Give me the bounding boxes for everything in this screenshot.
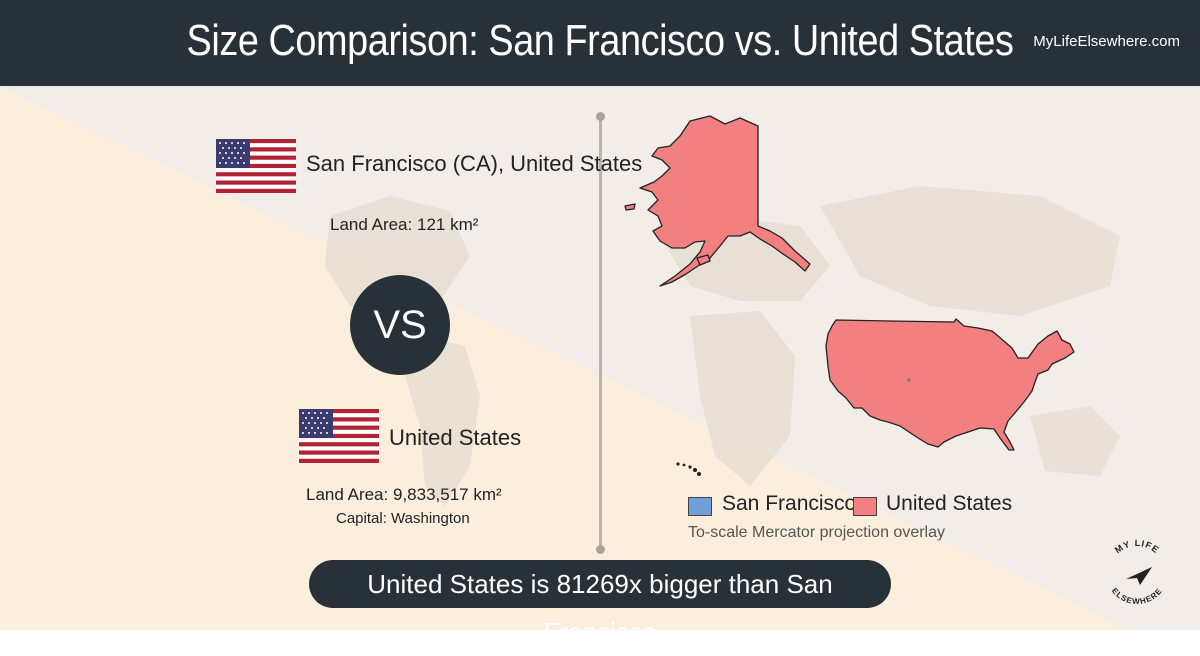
contiguous-us-shape	[825, 318, 1075, 451]
comparison-banner: United States is 81269x bigger than San …	[309, 560, 891, 647]
place1-land-area: Land Area: 121 km²	[330, 215, 478, 235]
place1-land-area-label: Land Area:	[330, 215, 413, 234]
legend-note: To-scale Mercator projection overlay	[688, 524, 945, 541]
place1-land-area-value: 121 km²	[416, 215, 479, 234]
divider-line	[599, 116, 602, 550]
place2-capital: Capital: Washington	[336, 510, 470, 527]
alaska-shape	[639, 115, 811, 287]
svg-text:MY LIFE: MY LIFE	[1113, 538, 1161, 555]
logo-line1: MY LIFE	[1113, 538, 1160, 555]
place2-land-area: Land Area: 9,833,517 km²	[306, 485, 502, 505]
divider-dot-bottom	[596, 545, 605, 554]
divider-dot-top	[596, 112, 605, 121]
site-link[interactable]: MyLifeElsewhere.com	[1033, 33, 1180, 50]
legend-label-san-francisco: San Francisco	[722, 492, 857, 515]
svg-text:ELSEWHERE: ELSEWHERE	[1110, 586, 1164, 606]
hawaii-islands	[676, 462, 701, 476]
place2-land-area-label: Land Area:	[306, 485, 389, 504]
vs-badge: VS	[350, 275, 450, 375]
us-flag-icon	[216, 139, 296, 193]
alaska-island	[696, 254, 711, 266]
place2-capital-value: Washington	[391, 510, 470, 527]
map-overlay	[624, 115, 1075, 476]
place2-capital-label: Capital:	[336, 510, 387, 527]
paper-plane-icon	[1126, 567, 1152, 585]
mylifeelsewhere-logo: MY LIFE ELSEWHERE	[1110, 538, 1164, 606]
us-flag-icon	[299, 409, 379, 463]
place1-name: San Francisco (CA), United States	[306, 151, 643, 176]
legend-swatch-united-states	[853, 497, 877, 516]
place2-land-area-value: 9,833,517 km²	[392, 485, 502, 504]
san-francisco-marker	[907, 378, 911, 382]
logo-line2: ELSEWHERE	[1110, 586, 1163, 606]
legend-label-united-states: United States	[886, 492, 1013, 515]
place2-name: United States	[389, 425, 522, 450]
alaska-island	[624, 203, 636, 211]
page-title: Size Comparison: San Francisco vs. Unite…	[186, 16, 1014, 65]
legend-swatch-san-francisco	[688, 497, 712, 516]
header-bar	[0, 0, 1200, 86]
